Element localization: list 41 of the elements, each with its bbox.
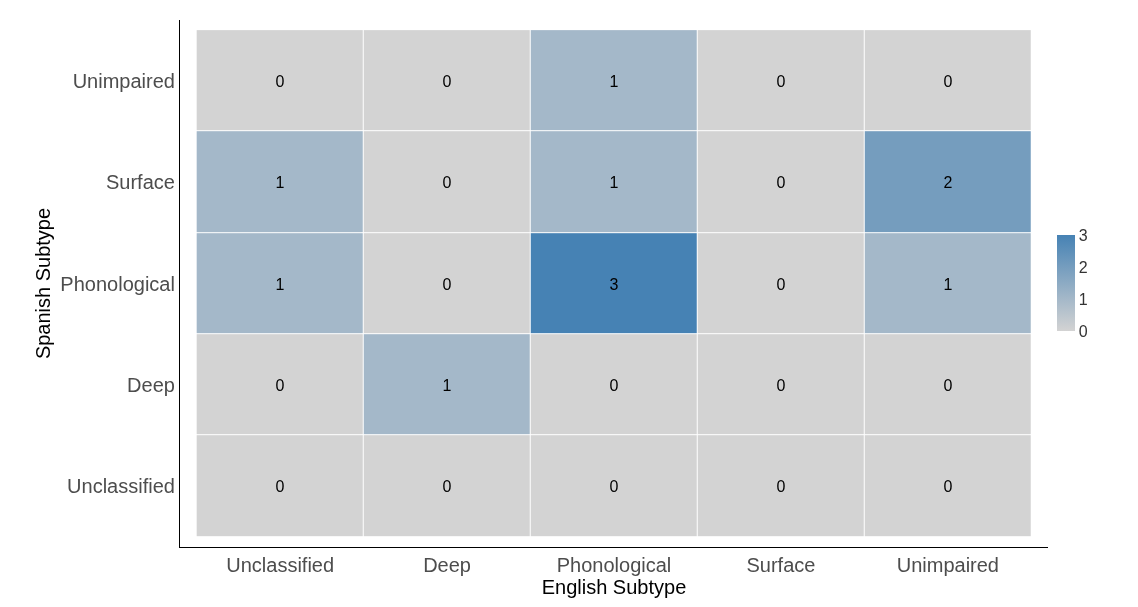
- y-tick-label: Unimpaired: [72, 69, 175, 92]
- color-bar-label: 2: [1078, 259, 1088, 277]
- x-tick-label: Phonological: [556, 554, 672, 577]
- data-label: 1: [609, 173, 619, 191]
- data-label: 0: [776, 376, 786, 394]
- data-label: 0: [609, 376, 619, 394]
- data-label: 0: [609, 477, 619, 495]
- x-tick-label: Unimpaired: [896, 554, 999, 577]
- data-label: 0: [776, 72, 786, 90]
- data-label: 0: [776, 173, 786, 191]
- x-tick-label: Unclassified: [226, 554, 335, 577]
- color-bar-label: 0: [1078, 323, 1088, 341]
- data-label: 0: [442, 275, 452, 293]
- x-tick-label: Deep: [423, 554, 471, 577]
- data-label: 3: [609, 275, 619, 293]
- data-label: 0: [442, 477, 452, 495]
- y-tick-label: Phonological: [60, 272, 175, 295]
- y-tick-label: Surface: [105, 171, 175, 194]
- data-label: 1: [943, 275, 953, 293]
- data-label: 1: [442, 376, 452, 394]
- data-label: 0: [275, 477, 285, 495]
- data-label: 0: [776, 477, 786, 495]
- data-label: 0: [275, 72, 285, 90]
- color-bar-label: 3: [1078, 227, 1088, 245]
- data-label: 2: [943, 173, 953, 191]
- x-tick-label: Surface: [746, 554, 816, 577]
- data-label: 0: [943, 477, 953, 495]
- x-axis-title: English Subtype: [541, 576, 687, 599]
- data-label: 0: [442, 72, 452, 90]
- data-label: 0: [943, 72, 953, 90]
- data-label: 1: [275, 275, 285, 293]
- color-bar-label: 1: [1078, 291, 1088, 309]
- data-label: 0: [943, 376, 953, 394]
- y-tick-label: Deep: [127, 373, 175, 396]
- y-axis-title: Spanish Subtype: [31, 207, 54, 360]
- data-label: 1: [275, 173, 285, 191]
- data-label: 0: [442, 173, 452, 191]
- y-tick-label: Unclassified: [67, 475, 175, 498]
- data-label: 0: [275, 376, 285, 394]
- data-label: 1: [609, 72, 619, 90]
- data-label: 0: [776, 275, 786, 293]
